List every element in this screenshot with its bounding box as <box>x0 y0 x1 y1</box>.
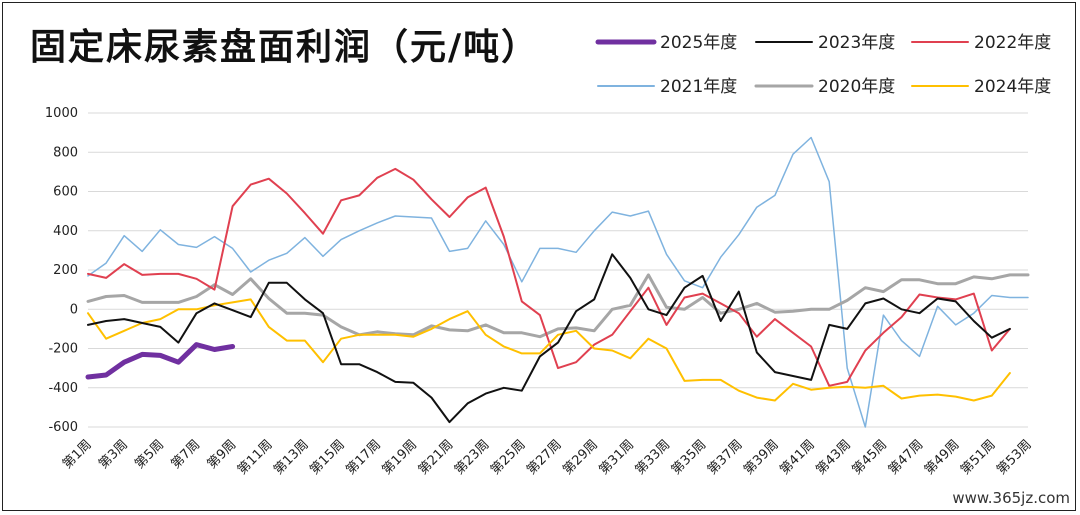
x-tick-label: 第7周 <box>168 437 203 472</box>
series-line <box>87 136 1029 428</box>
legend-label: 2023年度 <box>818 33 895 53</box>
x-tick-label: 第21周 <box>416 437 457 478</box>
x-tick-label: 第19周 <box>380 437 421 478</box>
x-tick-label: 第35周 <box>669 437 710 478</box>
y-tick-label: 400 <box>53 224 78 239</box>
x-tick-label: 第5周 <box>132 437 167 472</box>
legend-label: 2025年度 <box>660 33 737 53</box>
chart-title: 固定床尿素盘面利润（元/吨） <box>30 27 540 68</box>
y-tick-label: 0 <box>70 302 78 317</box>
series-line <box>87 253 1011 424</box>
x-tick-label: 第45周 <box>850 437 891 478</box>
y-axis: -600 -400 -200 0 200 400 600 800 1000 <box>45 106 78 435</box>
x-tick-label: 第17周 <box>343 437 384 478</box>
legend: 2025年度 2023年度 2022年度 2021年度 2020年度 2024年度 <box>595 33 1051 97</box>
legend-label: 2024年度 <box>974 77 1051 97</box>
x-tick-label: 第41周 <box>777 437 818 478</box>
series-line <box>86 273 1030 339</box>
series-line <box>85 342 236 380</box>
y-tick-label: -200 <box>48 342 78 357</box>
x-tick-label: 第15周 <box>307 437 348 478</box>
y-tick-label: 600 <box>53 185 78 200</box>
series-line <box>87 167 1011 387</box>
watermark: www.365jz.com <box>952 489 1070 507</box>
x-tick-label: 第47周 <box>886 437 927 478</box>
grid-lines <box>88 112 1028 428</box>
y-tick-label: -600 <box>48 420 78 435</box>
x-tick-label: 第29周 <box>560 437 601 478</box>
x-tick-label: 第1周 <box>60 437 95 472</box>
x-tick-label: 第51周 <box>958 437 999 478</box>
x-tick-label: 第23周 <box>452 437 493 478</box>
x-tick-label: 第25周 <box>488 437 529 478</box>
y-tick-label: 1000 <box>45 106 78 121</box>
legend-label: 2021年度 <box>660 77 737 97</box>
x-tick-label: 第43周 <box>813 437 854 478</box>
y-tick-label: 800 <box>53 145 78 160</box>
legend-label: 2022年度 <box>974 33 1051 53</box>
legend-label: 2020年度 <box>818 77 895 97</box>
x-tick-label: 第13周 <box>271 437 312 478</box>
x-axis: 第1周 第3周 第5周 第7周 第9周第11周第13周第15周第17周第19周第21周第… <box>60 437 1035 478</box>
x-tick-label: 第39周 <box>741 437 782 478</box>
y-tick-label: -400 <box>48 381 78 396</box>
x-tick-label: 第31周 <box>596 437 637 478</box>
x-tick-label: 第53周 <box>994 437 1035 478</box>
series-line <box>87 298 1011 402</box>
series-lines <box>85 136 1030 428</box>
x-tick-label: 第27周 <box>524 437 565 478</box>
x-tick-label: 第37周 <box>705 437 746 478</box>
x-tick-label: 第11周 <box>235 437 276 478</box>
x-tick-label: 第33周 <box>633 437 674 478</box>
x-tick-label: 第49周 <box>922 437 963 478</box>
y-tick-label: 200 <box>53 263 78 278</box>
x-tick-label: 第3周 <box>96 437 131 472</box>
